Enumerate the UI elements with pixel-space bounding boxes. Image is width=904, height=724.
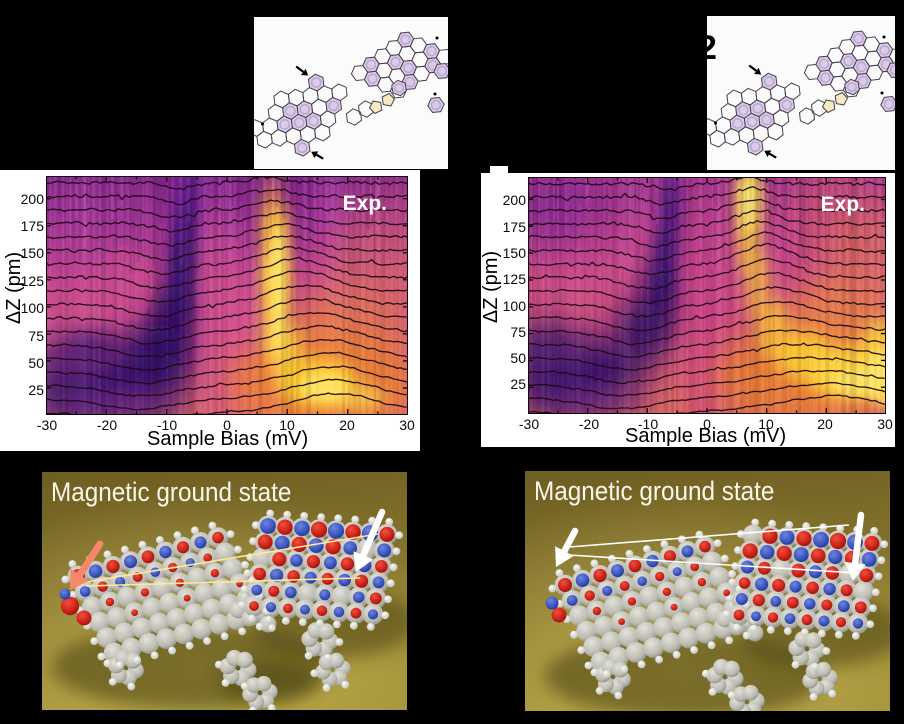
svg-text:Exp.: Exp.	[343, 192, 387, 215]
svg-text:Exp.: Exp.	[821, 193, 865, 216]
